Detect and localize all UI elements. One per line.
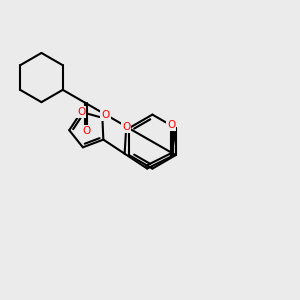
Text: O: O	[77, 107, 86, 117]
Text: O: O	[101, 110, 110, 120]
Text: O: O	[167, 120, 176, 130]
Text: O: O	[82, 126, 91, 136]
Text: O: O	[122, 122, 130, 132]
